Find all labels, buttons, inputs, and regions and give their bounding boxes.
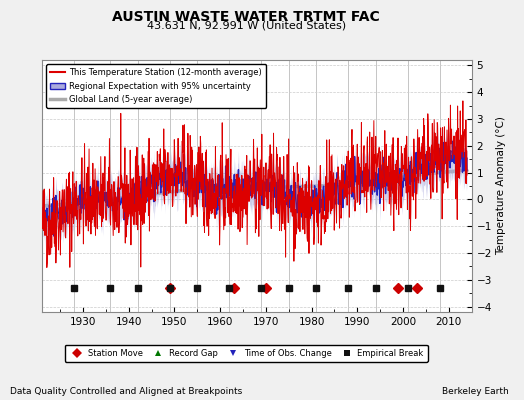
Y-axis label: Temperature Anomaly (°C): Temperature Anomaly (°C) [496,116,506,256]
Legend: Station Move, Record Gap, Time of Obs. Change, Empirical Break: Station Move, Record Gap, Time of Obs. C… [65,344,428,362]
Text: Berkeley Earth: Berkeley Earth [442,387,508,396]
Legend: This Temperature Station (12-month average), Regional Expectation with 95% uncer: This Temperature Station (12-month avera… [46,64,266,108]
Text: Data Quality Controlled and Aligned at Breakpoints: Data Quality Controlled and Aligned at B… [10,387,243,396]
Text: AUSTIN WASTE WATER TRTMT FAC: AUSTIN WASTE WATER TRTMT FAC [113,10,380,24]
Text: 43.631 N, 92.991 W (United States): 43.631 N, 92.991 W (United States) [147,21,346,31]
